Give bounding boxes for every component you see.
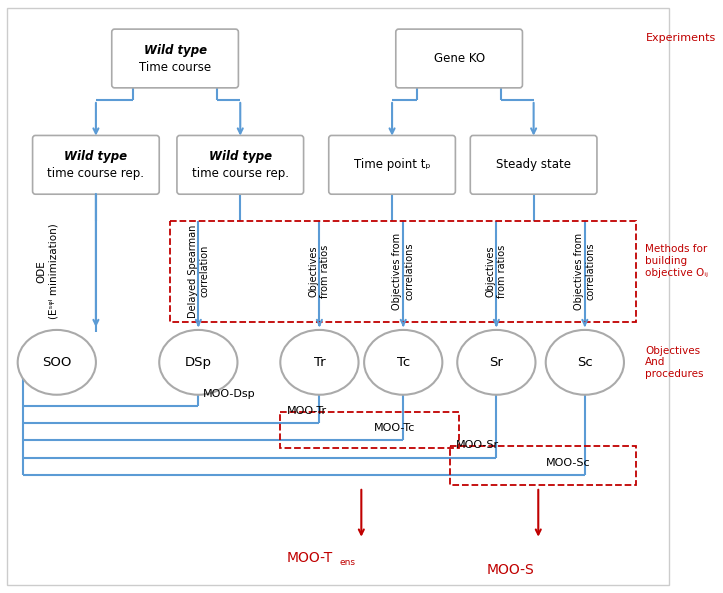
Text: Gene KO: Gene KO	[434, 52, 484, 65]
Text: time course rep.: time course rep.	[192, 167, 288, 180]
Text: MOO-Tr: MOO-Tr	[287, 406, 327, 416]
Text: Sc: Sc	[577, 356, 593, 369]
Ellipse shape	[364, 330, 442, 395]
Ellipse shape	[457, 330, 536, 395]
Text: Objectives from
correlations: Objectives from correlations	[574, 232, 596, 310]
Text: Experiments: Experiments	[646, 33, 716, 43]
Ellipse shape	[546, 330, 624, 395]
Ellipse shape	[17, 330, 96, 395]
Text: MOO-Tc: MOO-Tc	[374, 423, 415, 433]
Text: SOO: SOO	[42, 356, 72, 369]
FancyBboxPatch shape	[470, 135, 597, 194]
Text: Objectives
from ratios: Objectives from ratios	[309, 244, 330, 298]
Text: Objectives
And
procedures: Objectives And procedures	[646, 346, 704, 379]
Text: Delayed Spearman
correlation: Delayed Spearman correlation	[187, 225, 209, 318]
Text: Time course: Time course	[139, 61, 211, 74]
Text: MOO-Dsp: MOO-Dsp	[203, 389, 256, 399]
Text: Time point tₚ: Time point tₚ	[354, 158, 430, 171]
Text: MOO-Sc: MOO-Sc	[546, 458, 591, 468]
Text: Methods for
building
objective Oᵢⱼ: Methods for building objective Oᵢⱼ	[646, 244, 709, 278]
Text: Wild type: Wild type	[143, 44, 207, 57]
Text: Wild type: Wild type	[209, 150, 272, 163]
Text: ens: ens	[340, 559, 356, 568]
Text: Objectives from
correlations: Objectives from correlations	[393, 232, 414, 310]
Bar	[281, 412, 459, 448]
Ellipse shape	[159, 330, 237, 395]
Text: Objectives
from ratios: Objectives from ratios	[486, 244, 507, 298]
Ellipse shape	[281, 330, 359, 395]
Text: ODE
(Eˢᵠᴵ minimization): ODE (Eˢᵠᴵ minimization)	[37, 224, 59, 319]
FancyBboxPatch shape	[33, 135, 159, 194]
Text: DSp: DSp	[185, 356, 212, 369]
Text: MOO-S: MOO-S	[487, 563, 535, 577]
Bar	[450, 447, 636, 485]
Text: Steady state: Steady state	[496, 158, 571, 171]
Text: Wild type: Wild type	[64, 150, 127, 163]
Text: MOO-Sr: MOO-Sr	[456, 441, 500, 451]
Text: MOO-T: MOO-T	[287, 551, 333, 565]
Text: Tr: Tr	[314, 356, 325, 369]
Text: time course rep.: time course rep.	[48, 167, 145, 180]
Bar	[171, 221, 636, 322]
FancyBboxPatch shape	[395, 29, 523, 88]
Text: Tc: Tc	[397, 356, 410, 369]
FancyBboxPatch shape	[329, 135, 455, 194]
Text: Sr: Sr	[489, 356, 503, 369]
FancyBboxPatch shape	[177, 135, 304, 194]
FancyBboxPatch shape	[112, 29, 239, 88]
